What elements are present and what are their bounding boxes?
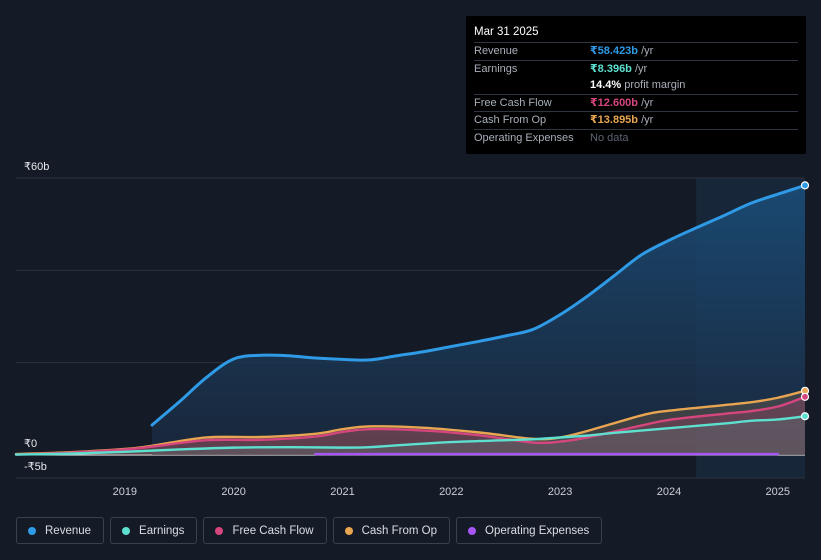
x-tick-label: 2025 bbox=[766, 486, 790, 498]
legend-label: Revenue bbox=[45, 524, 92, 537]
tooltip-unit: /yr bbox=[638, 45, 654, 57]
chart: 2019 2020 2021 2022 2023 2024 2025 ₹60b ₹0 -₹5b bbox=[14, 161, 810, 498]
x-tick-label: 2019 bbox=[113, 486, 137, 498]
x-tick-label: 2024 bbox=[657, 486, 681, 498]
tooltip-row-margin: 14.4% profit margin bbox=[474, 77, 798, 94]
tooltip-value-margin: 14.4% bbox=[590, 79, 622, 91]
tooltip-row-cfo: Cash From Op ₹13.895b /yr bbox=[474, 111, 798, 129]
tooltip-label: Revenue bbox=[474, 45, 519, 57]
legend-item-free-cash-flow[interactable]: Free Cash Flow bbox=[203, 517, 327, 544]
x-tick-label: 2023 bbox=[548, 486, 572, 498]
legend-label: Operating Expenses bbox=[485, 524, 590, 537]
legend-label: Free Cash Flow bbox=[232, 524, 314, 537]
y-tick-label: -₹5b bbox=[24, 461, 47, 473]
legend-dot-icon bbox=[28, 526, 36, 535]
area-revenue bbox=[152, 185, 805, 456]
line-earnings bbox=[14, 415, 807, 456]
area-earnings bbox=[16, 416, 805, 455]
endpoint-earnings bbox=[800, 412, 810, 421]
tooltip-value-opex: No data bbox=[590, 131, 629, 144]
x-tick-label: 2021 bbox=[330, 486, 354, 498]
tooltip-value-earnings: ₹8.396b bbox=[590, 62, 632, 75]
chart-legend: Revenue Earnings Free Cash Flow Cash Fro… bbox=[16, 517, 603, 544]
legend-label: Earnings bbox=[139, 524, 185, 537]
legend-item-revenue[interactable]: Revenue bbox=[16, 517, 105, 544]
legend-item-earnings[interactable]: Earnings bbox=[110, 517, 198, 544]
endpoint-fcf bbox=[800, 392, 810, 401]
legend-item-cash-from-op[interactable]: Cash From Op bbox=[332, 517, 451, 544]
tooltip-unit: /yr bbox=[631, 62, 648, 75]
x-tick-label: 2020 bbox=[221, 486, 245, 498]
tooltip-label: Earnings bbox=[474, 62, 518, 75]
x-tick-label: 2022 bbox=[439, 486, 463, 498]
tooltip-label: Free Cash Flow bbox=[474, 96, 552, 109]
tooltip-label: Operating Expenses bbox=[474, 131, 574, 144]
tooltip-unit: /yr bbox=[638, 96, 654, 109]
tooltip-row-opex: Operating Expenses No data bbox=[474, 128, 798, 147]
line-revenue bbox=[150, 183, 807, 427]
legend-dot-icon bbox=[344, 526, 353, 535]
tooltip-row-revenue: Revenue ₹58.423b /yr bbox=[474, 42, 798, 60]
legend-label: Cash From Op bbox=[361, 524, 438, 537]
legend-dot-icon bbox=[122, 526, 131, 535]
tooltip-unit: profit margin bbox=[621, 79, 686, 91]
tooltip-panel: Mar 31 2025 Revenue ₹58.423b /yr Earning… bbox=[466, 16, 806, 154]
y-tick-label: ₹0 bbox=[24, 438, 37, 450]
tooltip-date: Mar 31 2025 bbox=[474, 26, 539, 38]
line-fcf bbox=[14, 395, 807, 456]
tooltip-unit: /yr bbox=[638, 114, 654, 126]
tooltip-label: Cash From Op bbox=[474, 114, 547, 126]
legend-dot-icon bbox=[215, 526, 224, 535]
y-tick-label: ₹60b bbox=[24, 161, 49, 173]
legend-dot-icon bbox=[468, 526, 477, 535]
tooltip-row-fcf: Free Cash Flow ₹12.600b /yr bbox=[474, 93, 798, 112]
tooltip-row-earnings: Earnings ₹8.396b /yr bbox=[474, 59, 798, 78]
tooltip-value-fcf: ₹12.600b bbox=[590, 96, 639, 109]
tooltip-value-revenue: ₹58.423b bbox=[590, 45, 639, 57]
tooltip-value-cfo: ₹13.895b bbox=[590, 114, 639, 126]
legend-item-operating-expenses[interactable]: Operating Expenses bbox=[456, 517, 603, 544]
endpoint-revenue bbox=[800, 181, 810, 190]
